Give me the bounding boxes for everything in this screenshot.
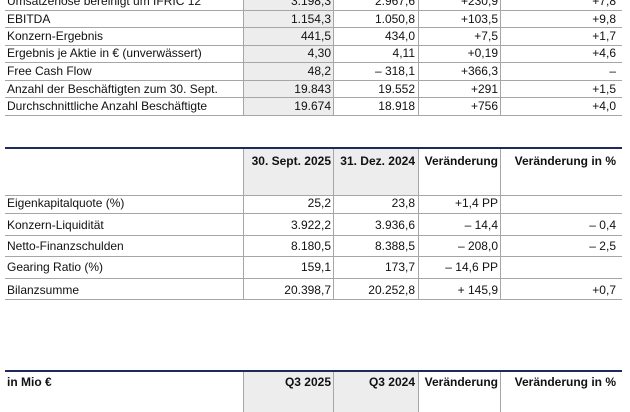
cell: +7,5: [474, 29, 498, 43]
rule: [5, 370, 622, 372]
cell: +103,5: [460, 12, 498, 26]
cell: – 14,4: [464, 218, 498, 232]
cell: +4,0: [592, 99, 616, 113]
cell: – 2,5: [589, 239, 616, 253]
cell: – 208,0: [457, 239, 498, 253]
rule: [5, 80, 622, 81]
rule: [5, 299, 622, 300]
rule: [5, 115, 622, 116]
rule: [243, 0, 244, 115]
cell: 20.252,8: [368, 283, 415, 297]
rule: [5, 235, 622, 236]
rule: [5, 278, 622, 279]
cell: 4,11: [392, 46, 415, 60]
rule: [418, 372, 419, 412]
rule: [5, 256, 622, 257]
rule: [5, 213, 622, 214]
cell: 19.843: [294, 82, 331, 96]
rule: [333, 0, 334, 115]
cell: 19.674: [294, 99, 331, 113]
cell: 3.922,2: [290, 218, 331, 232]
cell: – 14,6 PP: [445, 260, 498, 274]
cell: – 318,1: [374, 64, 415, 78]
rule: [5, 27, 622, 28]
rule: [500, 149, 501, 299]
cell: Veränderung: [424, 375, 498, 389]
cell: 173,7: [384, 260, 415, 274]
cell: + 145,9: [457, 283, 498, 297]
rule: [418, 0, 419, 115]
row-label: in Mio €: [7, 375, 52, 389]
shade: [243, 372, 418, 412]
cell: +7,8: [592, 0, 616, 8]
cell: 31. Dez. 2024: [340, 154, 415, 168]
cell: +366,3: [460, 64, 498, 78]
cell: 25,2: [307, 196, 331, 210]
cell: +0,19: [467, 46, 498, 60]
row-label: Free Cash Flow: [7, 64, 92, 78]
row-label: Durchschnittliche Anzahl Beschäftigte: [7, 99, 208, 113]
cell: 8.180,5: [290, 239, 331, 253]
rule: [5, 147, 622, 149]
rule: [5, 62, 622, 63]
row-label: Konzern-Ergebnis: [7, 29, 104, 43]
cell: 434,0: [384, 29, 415, 43]
cell: 3.198,3: [290, 0, 331, 8]
rule: [500, 372, 501, 412]
cell: 1.050,8: [374, 12, 415, 26]
row-label: Eigenkapitalquote (%): [7, 196, 125, 210]
rule: [5, 195, 622, 196]
cell: 48,2: [307, 64, 331, 78]
cell: 4,30: [307, 46, 331, 60]
cell: +230,9: [460, 0, 498, 8]
cell: –: [609, 64, 616, 78]
rule: [333, 149, 334, 299]
rule: [5, 45, 622, 46]
cell: Veränderung in %: [514, 154, 616, 168]
cell: 3.936,6: [374, 218, 415, 232]
cell: +1,7: [592, 29, 616, 43]
row-label: EBITDA: [7, 12, 51, 26]
cell: 30. Sept. 2025: [251, 154, 331, 168]
cell: +9,8: [592, 12, 616, 26]
rule: [500, 0, 501, 115]
cell: +4,6: [592, 46, 616, 60]
cell: 23,8: [391, 196, 415, 210]
cell: 159,1: [300, 260, 331, 274]
cell: – 0,4: [589, 218, 616, 232]
cell: 8.388,5: [374, 239, 415, 253]
cell: 1.154,3: [290, 12, 331, 26]
cell: 441,5: [300, 29, 331, 43]
row-label: Gearing Ratio (%): [7, 260, 104, 274]
rule: [243, 149, 244, 299]
row-label: Konzern-Liquidität: [7, 218, 104, 232]
row-label: Ergebnis je Aktie in € (unverwässert): [7, 46, 202, 60]
cell: 2.967,6: [374, 0, 415, 8]
rule: [333, 372, 334, 412]
shade: [243, 149, 418, 195]
cell: +756: [470, 99, 498, 113]
cell: +291: [470, 82, 498, 96]
cell: +1,5: [592, 82, 616, 96]
row-label: Umsatzerlöse bereinigt um IFRIC 12: [7, 0, 202, 8]
cell: Veränderung: [424, 154, 498, 168]
row-label: Netto-Finanzschulden: [7, 239, 124, 253]
cell: Veränderung in %: [514, 375, 616, 389]
rule: [5, 97, 622, 98]
cell: +1,4 PP: [454, 196, 498, 210]
rule: [243, 372, 244, 412]
shade: [243, 0, 333, 115]
cell: 18.918: [378, 99, 415, 113]
cell: Q3 2024: [368, 375, 415, 389]
rule: [418, 149, 419, 299]
cell: +0,7: [592, 283, 616, 297]
cell: Q3 2025: [284, 375, 331, 389]
row-label: Bilanzsumme: [7, 283, 80, 297]
cell: 19.552: [378, 82, 415, 96]
row-label: Anzahl der Beschäftigten zum 30. Sept.: [7, 82, 218, 96]
cell: 20.398,7: [284, 283, 331, 297]
rule: [5, 10, 622, 11]
